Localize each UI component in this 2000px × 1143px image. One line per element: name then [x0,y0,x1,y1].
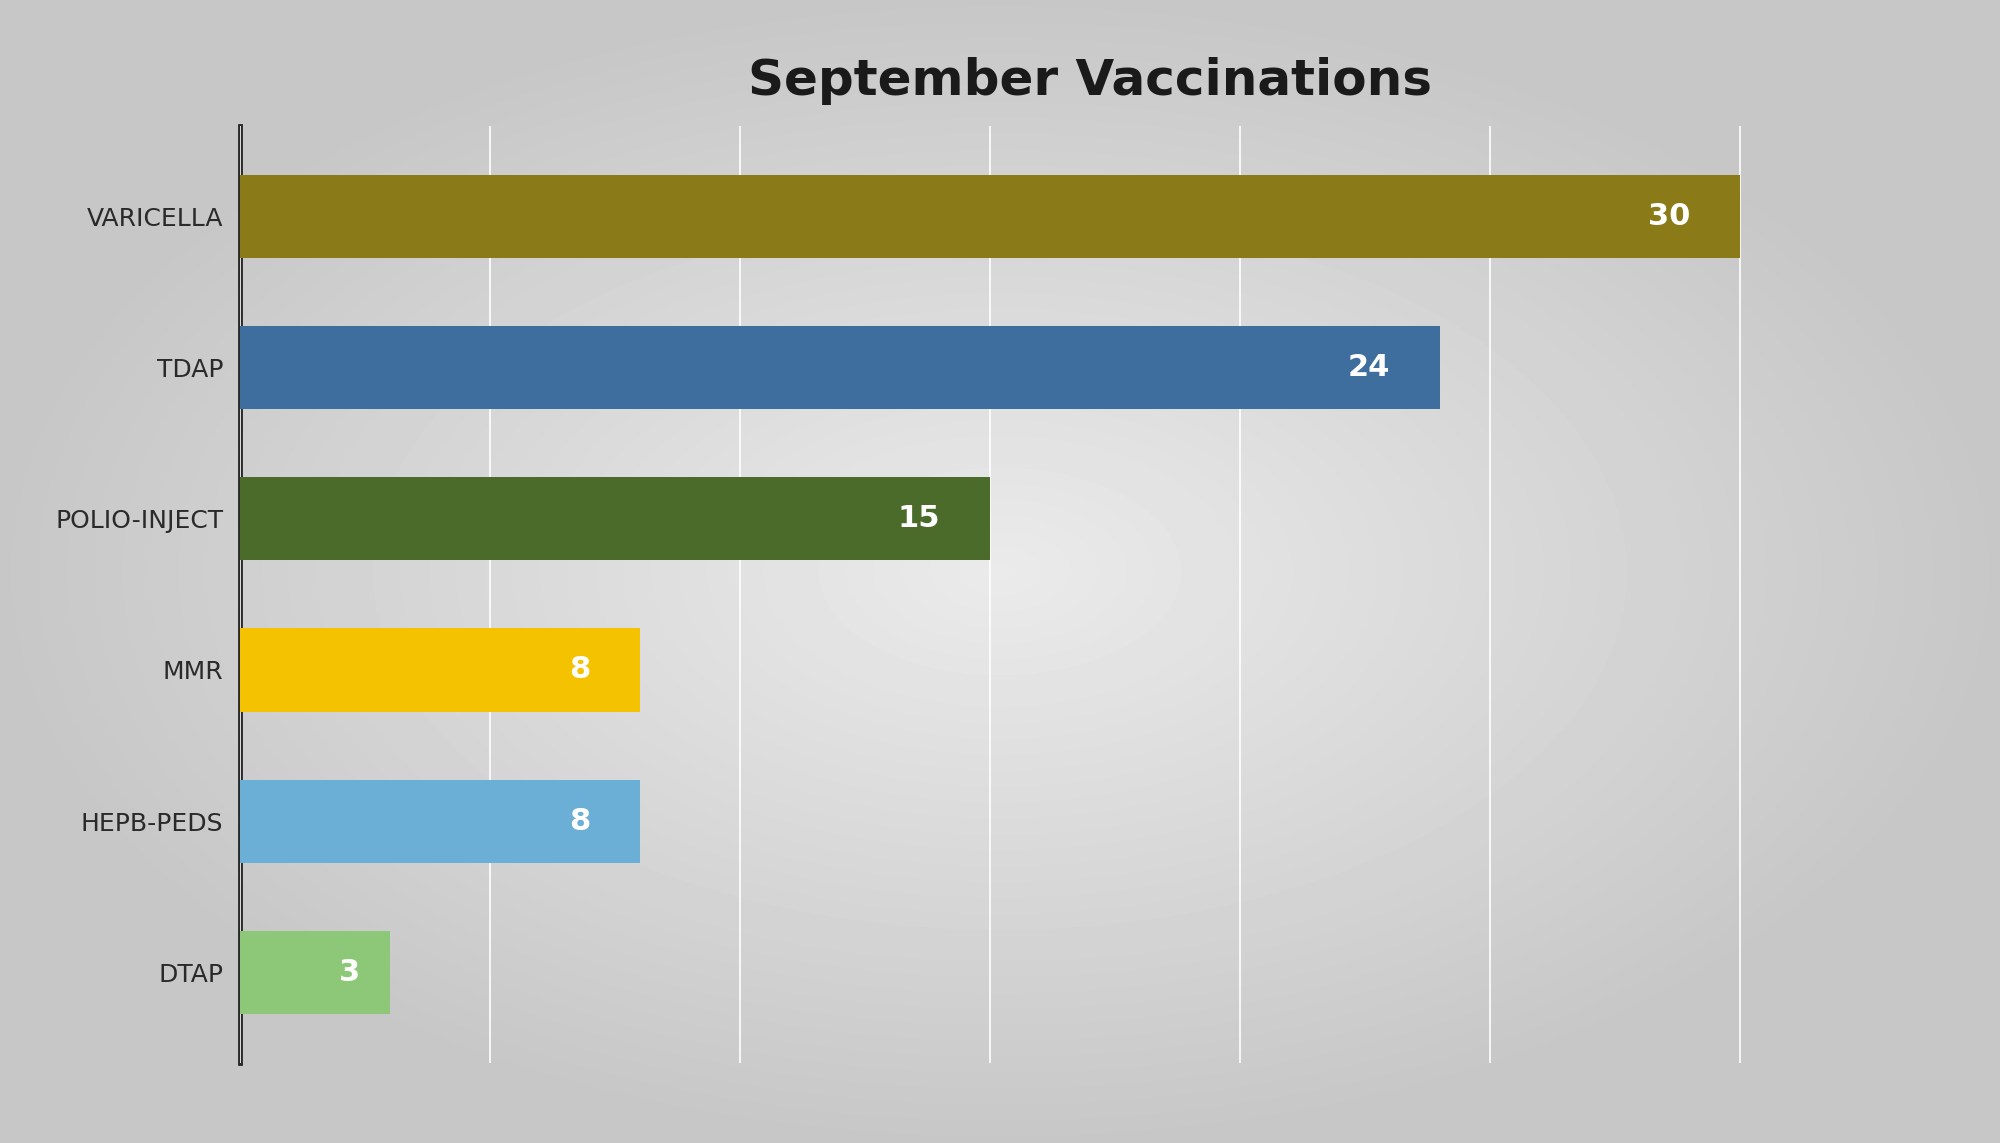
Bar [240,930,390,1014]
Text: 8: 8 [568,807,590,836]
Text: 8: 8 [568,655,590,685]
Text: 30: 30 [1648,202,1690,231]
Text: 24: 24 [1348,353,1390,382]
Title: September Vaccinations: September Vaccinations [748,57,1432,105]
Text: 15: 15 [898,504,940,534]
Bar [240,326,1440,409]
Bar [240,629,640,711]
Text: 3: 3 [338,958,360,986]
Bar [240,477,990,560]
Bar [240,780,640,863]
Bar [240,175,1740,258]
